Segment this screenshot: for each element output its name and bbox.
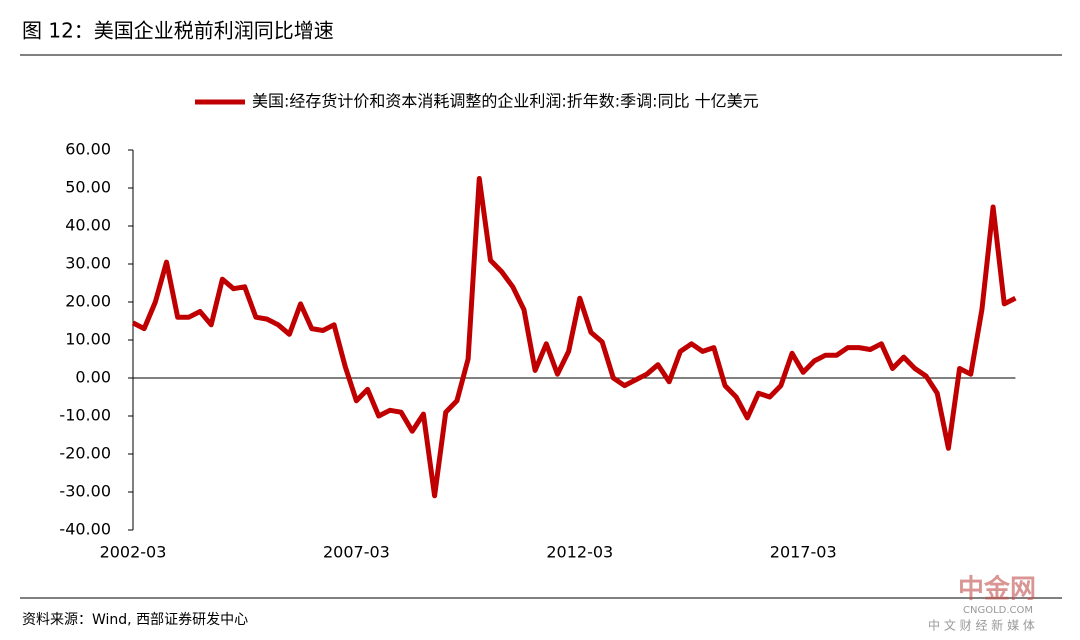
series-line — [131, 176, 1017, 499]
y-tick-label: 0.00 — [75, 368, 111, 387]
x-tick-label: 2017-03 — [770, 543, 837, 562]
y-tick-label: 10.00 — [65, 330, 111, 349]
y-tick-label: 30.00 — [65, 254, 111, 273]
y-tick-label: 20.00 — [65, 292, 111, 311]
source: 资料来源：Wind, 西部证券研发中心 — [22, 612, 248, 628]
x-tick-label: 2012-03 — [546, 543, 613, 562]
chart-title: 图 12：美国企业税前利润同比增速 — [22, 19, 334, 43]
y-tick-label: 60.00 — [65, 140, 111, 159]
y-tick-label: -30.00 — [59, 482, 111, 501]
watermark-tag: 中 文 财 经 新 媒 体 — [928, 618, 1035, 633]
y-tick-label: -40.00 — [59, 520, 111, 539]
watermark: 中金网 — [958, 574, 1036, 605]
y-tick-label: 40.00 — [65, 216, 111, 235]
y-tick-label: -20.00 — [59, 444, 111, 463]
x-tick-label: 2002-03 — [100, 543, 167, 562]
x-tick-label: 2007-03 — [323, 543, 390, 562]
y-tick-label: 50.00 — [65, 178, 111, 197]
watermark-sub: CNGOLD.COM — [963, 605, 1033, 616]
legend-label: 美国:经存货计价和资本消耗调整的企业利润:折年数:季调:同比 十亿美元 — [252, 92, 759, 111]
y-tick-label: -10.00 — [59, 406, 111, 425]
